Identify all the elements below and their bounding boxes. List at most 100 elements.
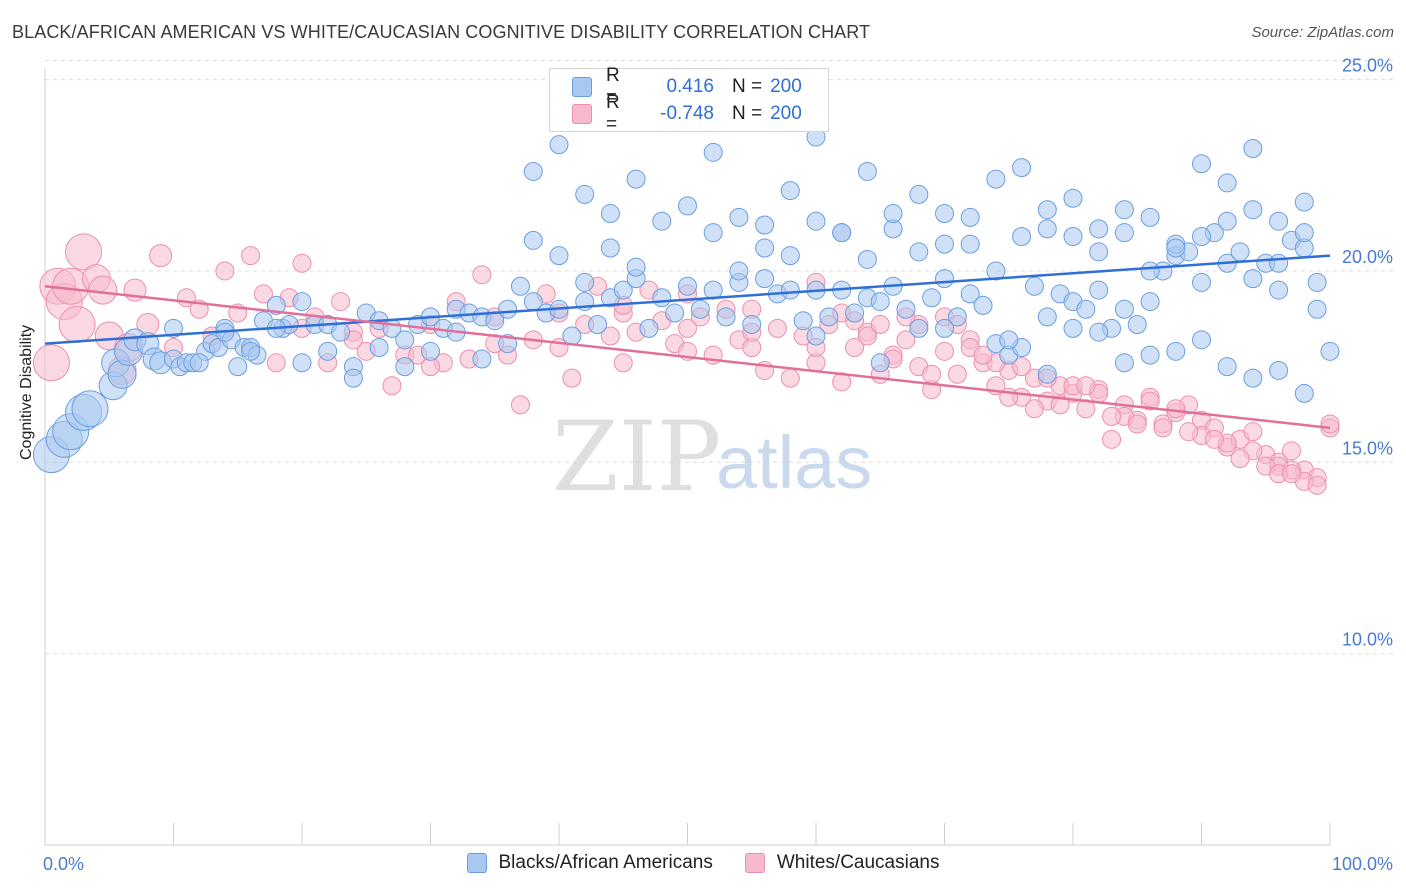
point-blacks [678,196,697,216]
chart-title: BLACK/AFRICAN AMERICAN VS WHITE/CAUCASIA… [12,22,871,42]
point-blacks [1230,242,1250,262]
r-label: R = [606,65,620,108]
series-legend: Blacks/African Americans Whites/Caucasia… [0,852,1406,874]
point-blacks [1192,154,1211,174]
point-blacks [1166,341,1186,361]
n-label: N = [732,103,763,124]
watermark-zip: ZIP [552,401,721,513]
point-blacks [1063,227,1083,247]
point-blacks [806,326,826,346]
point-blacks [1037,200,1057,220]
point-blacks [1012,158,1032,178]
point-blacks [1243,138,1263,158]
point-whites [149,244,173,268]
point-blacks [1114,299,1134,319]
point-blacks [292,353,312,373]
point-blacks [845,303,865,323]
point-whites [870,315,890,335]
point-blacks [1089,242,1109,262]
point-blacks [331,322,351,342]
point-whites [1102,429,1122,449]
point-blacks [228,357,248,377]
point-blacks [1217,173,1237,193]
point-whites [1024,399,1044,419]
point-whites [1166,399,1186,419]
point-blacks [472,349,492,369]
correlation-legend: R = 0.416 N = 200 R = -0.748 N = 200 [549,65,829,135]
point-blacks [665,303,685,323]
point-blacks [1063,318,1083,338]
point-blacks [793,311,813,331]
point-blacks [986,261,1006,281]
point-blacks [241,341,261,361]
point-blacks [947,307,967,327]
point-blacks [523,161,543,181]
y-tick-label: 15.0% [1342,438,1393,458]
watermark: ZIP atlas [552,401,872,513]
point-blacks [498,334,518,354]
point-whites [935,341,954,361]
point-blacks [498,299,518,319]
point-blacks [1192,272,1211,292]
point-blacks [549,246,569,266]
point-blacks [960,284,980,304]
point-blacks [1269,211,1289,231]
point-blacks [1217,211,1237,231]
n-value: 200 [770,103,802,124]
point-blacks [1037,364,1057,384]
point-blacks [922,288,942,308]
point-blacks [71,390,109,428]
legend-label: Whites/Caucasians [776,852,940,873]
point-whites [1140,391,1160,411]
point-whites [1050,395,1070,415]
point-blacks [600,204,620,224]
point-blacks [935,269,954,289]
point-whites [88,275,118,305]
point-blacks [1037,219,1057,239]
point-blacks [960,207,980,227]
point-blacks [369,337,389,357]
point-whites [600,326,620,346]
y-tick-label: 25.0% [1342,56,1393,76]
point-blacks [652,211,672,231]
point-whites [292,253,312,273]
r-label: R = [606,92,620,135]
point-blacks [1012,227,1032,247]
point-whites [32,344,70,382]
point-blacks [1024,276,1044,296]
point-whites [1012,357,1032,377]
point-blacks [973,295,993,315]
trend-line-blacks [44,254,1331,345]
point-blacks [1307,272,1327,292]
point-blacks [1114,353,1134,373]
point-blacks [562,326,582,346]
point-whites [780,368,800,388]
point-blacks [189,353,209,373]
point-blacks [1320,341,1340,361]
point-blacks [870,292,890,312]
point-blacks [639,318,659,338]
point-whites [1281,441,1301,461]
point-blacks [1243,200,1263,220]
point-blacks [729,207,749,227]
point-blacks [1089,219,1109,239]
point-whites [1281,464,1301,484]
r-value: 0.416 [666,76,714,97]
legend-row-whites: R = -0.748 N = 200 [572,92,802,135]
point-whites [613,353,633,373]
point-blacks [780,181,800,201]
point-blacks [690,299,710,319]
point-blacks [1089,322,1109,342]
point-whites [896,330,916,350]
source-label: Source: ZipAtlas.com [1251,24,1394,41]
n-value: 200 [770,76,802,97]
point-whites [253,284,273,304]
point-whites [767,318,787,338]
trend-lines [44,254,1331,430]
point-blacks [716,307,736,327]
point-blacks [909,242,929,262]
point-blacks [588,315,608,335]
point-blacks [1243,368,1263,388]
point-blacks [1114,223,1134,243]
point-whites [266,353,286,373]
